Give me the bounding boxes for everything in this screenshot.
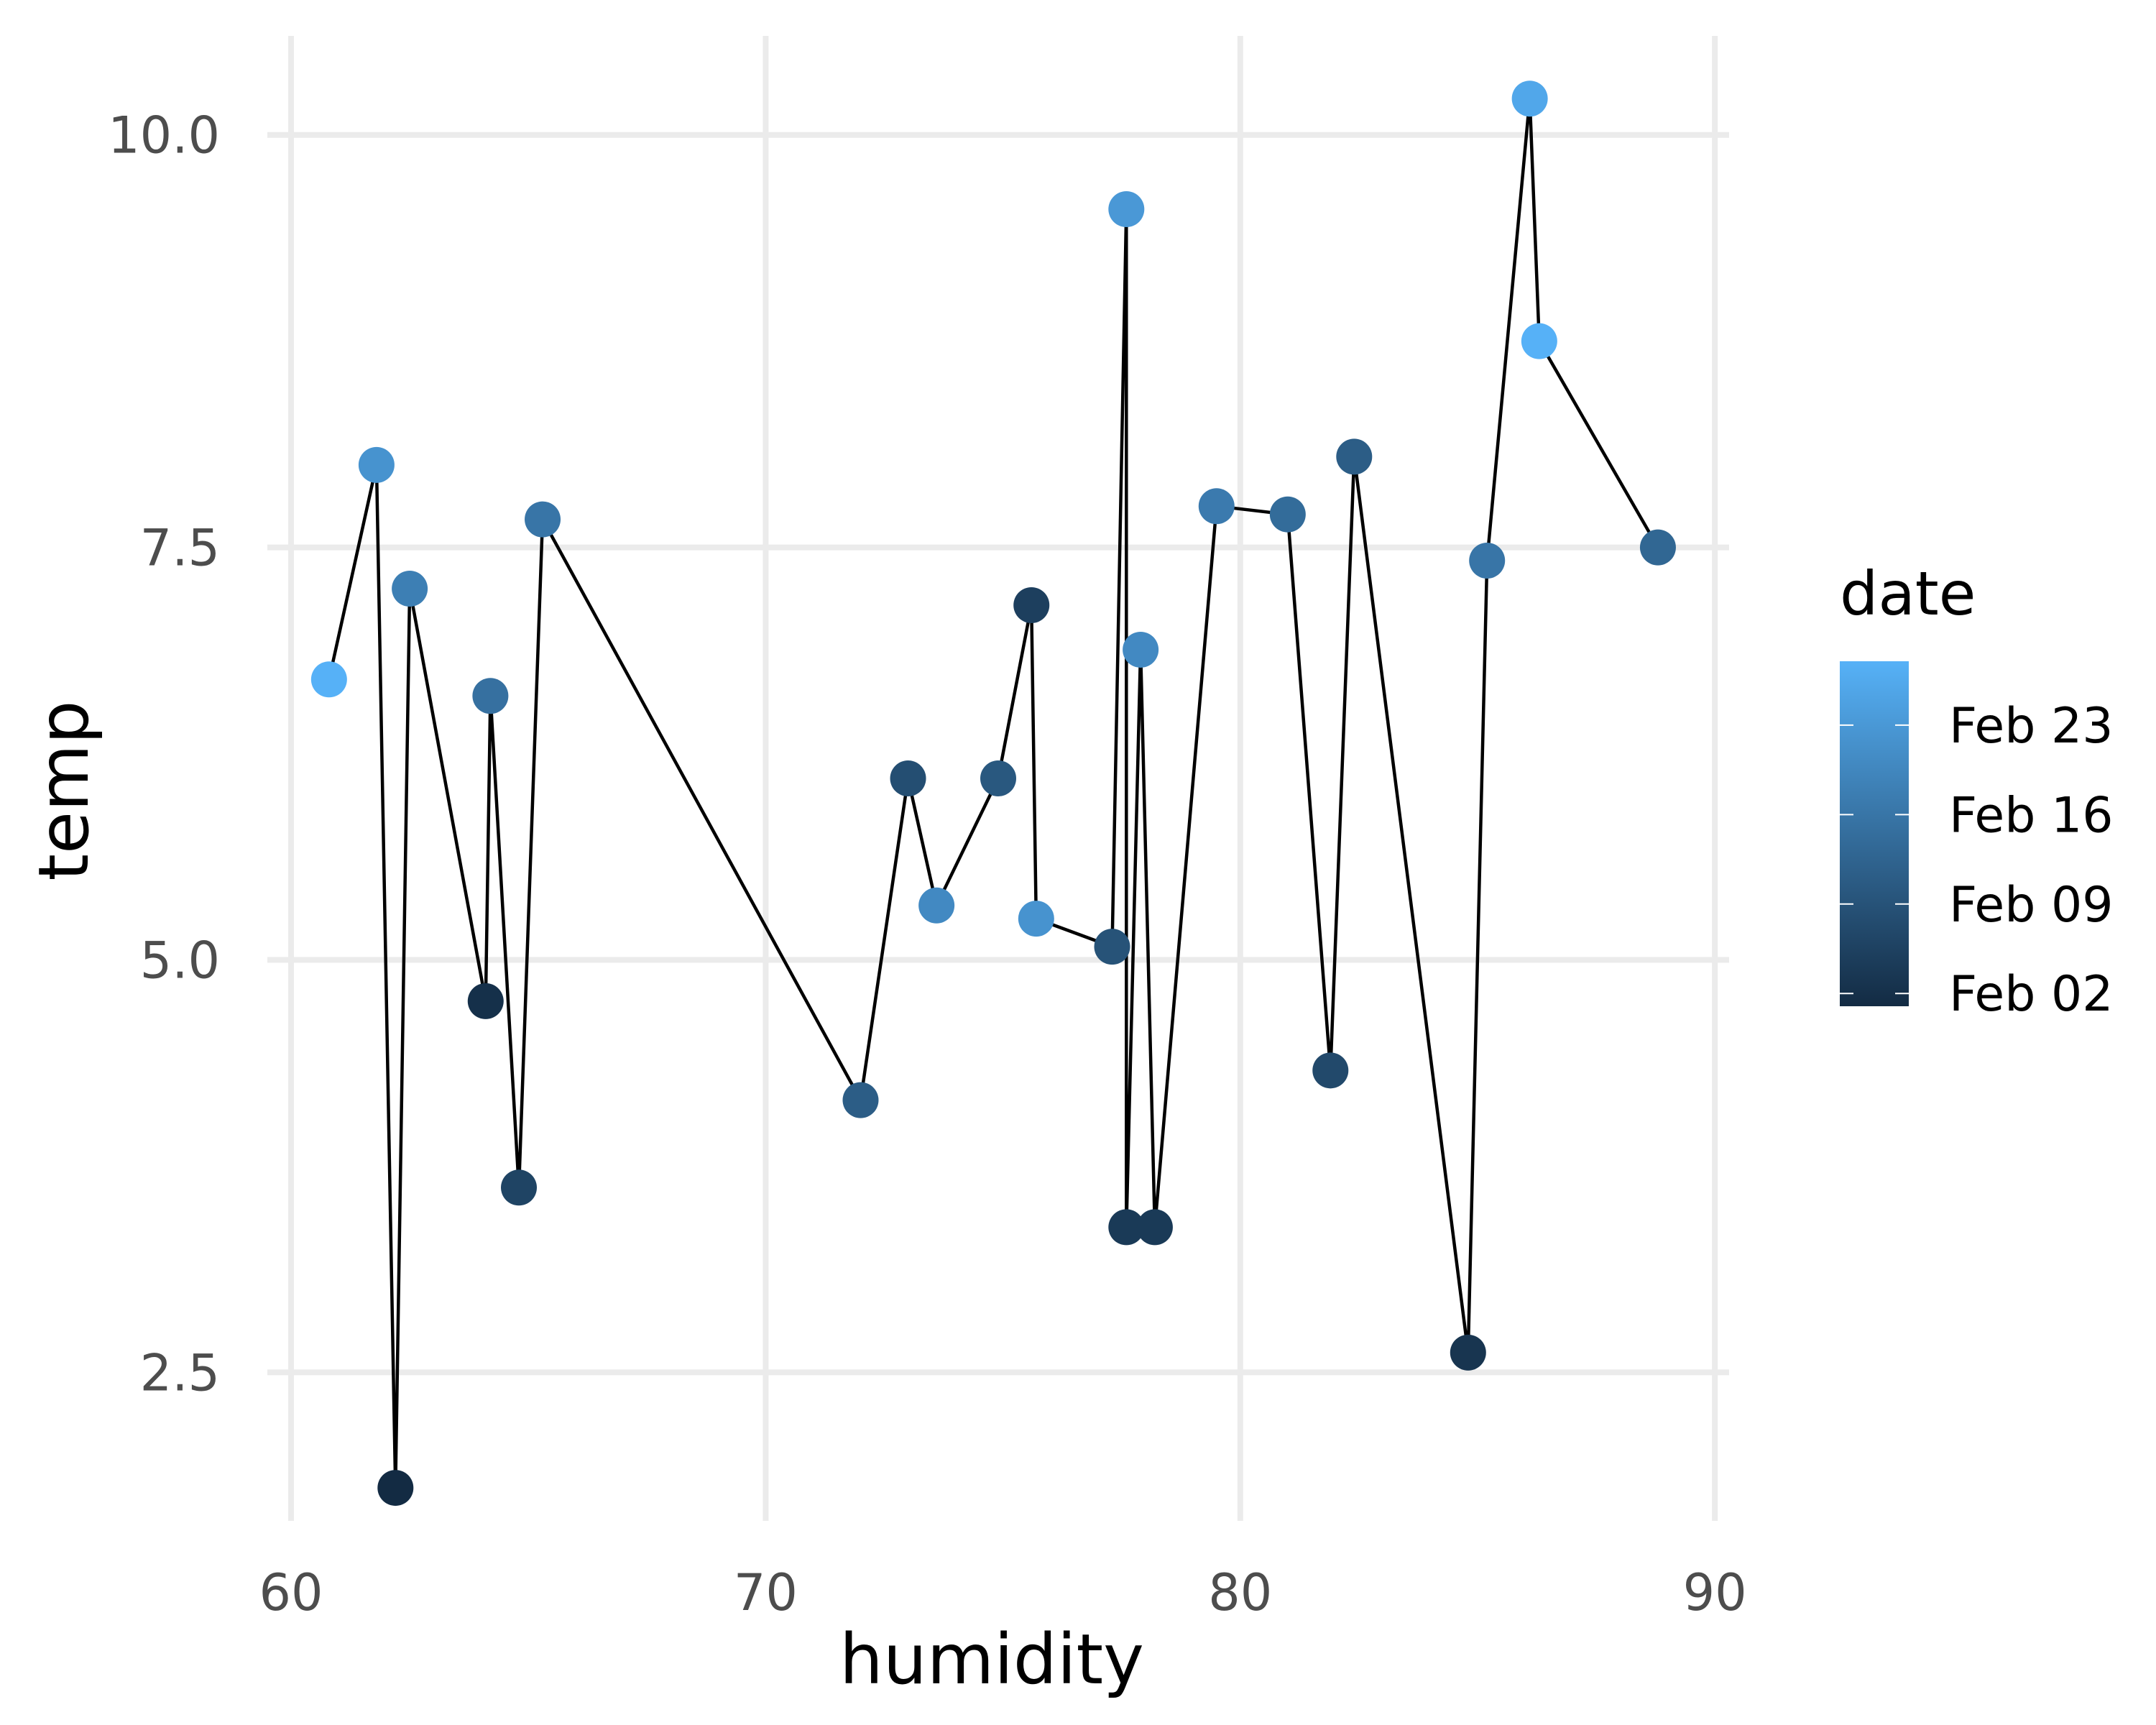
x-tick-label: 60 [259,1563,323,1622]
legend-label: Feb 09 [1949,877,2114,934]
data-point [890,760,926,796]
data-point [1094,929,1130,965]
data-point [980,760,1016,796]
data-point [842,1082,879,1118]
data-point [392,571,428,607]
data-point [1108,191,1145,228]
x-axis-label: humidity [839,1619,1144,1700]
legend-label: Feb 02 [1949,966,2114,1023]
data-point [1469,542,1506,579]
data-point [1511,80,1548,117]
y-tick-label: 7.5 [140,519,220,578]
data-point [1312,1052,1349,1089]
y-tick-label: 5.0 [140,932,220,990]
series-line [327,96,1659,1490]
data-point [1198,488,1235,525]
y-axis-ticks: 2.5 5.0 7.5 10.0 [108,106,220,1403]
legend-label: Feb 23 [1949,698,2114,755]
grid-lines [267,36,1729,1521]
data-point [1013,586,1050,623]
legend-ticks: Feb 23 Feb 16 Feb 09 Feb 02 [1840,698,2114,1023]
x-tick-label: 80 [1208,1563,1272,1622]
data-point [1018,901,1054,937]
data-point [501,1169,538,1206]
data-point [1336,438,1373,475]
data-point [467,983,504,1019]
data-point [358,446,395,483]
legend: date Feb 23 Feb 16 Feb 09 Feb 02 [1840,558,2114,1023]
data-point [472,678,509,714]
data-point [1521,323,1557,359]
y-axis-label: temp [24,700,104,880]
data-point [1136,1209,1173,1246]
data-point [525,501,561,538]
data-point [310,661,347,698]
data-point [1269,496,1306,533]
legend-title: date [1840,558,1976,629]
data-points [310,80,1676,1506]
data-point [1639,529,1676,566]
y-tick-label: 2.5 [140,1343,220,1402]
y-tick-label: 10.0 [108,106,220,165]
data-point [1108,1209,1145,1246]
connecting-path [327,96,1659,1490]
legend-colorbar [1840,661,1909,1006]
x-axis-ticks: 60 70 80 90 [259,1563,1746,1622]
data-point [918,887,955,924]
x-tick-label: 70 [734,1563,798,1622]
data-point [377,1470,414,1506]
x-tick-label: 90 [1683,1563,1747,1622]
data-point [1123,631,1159,668]
legend-label: Feb 16 [1949,787,2114,844]
data-point [1450,1334,1486,1371]
